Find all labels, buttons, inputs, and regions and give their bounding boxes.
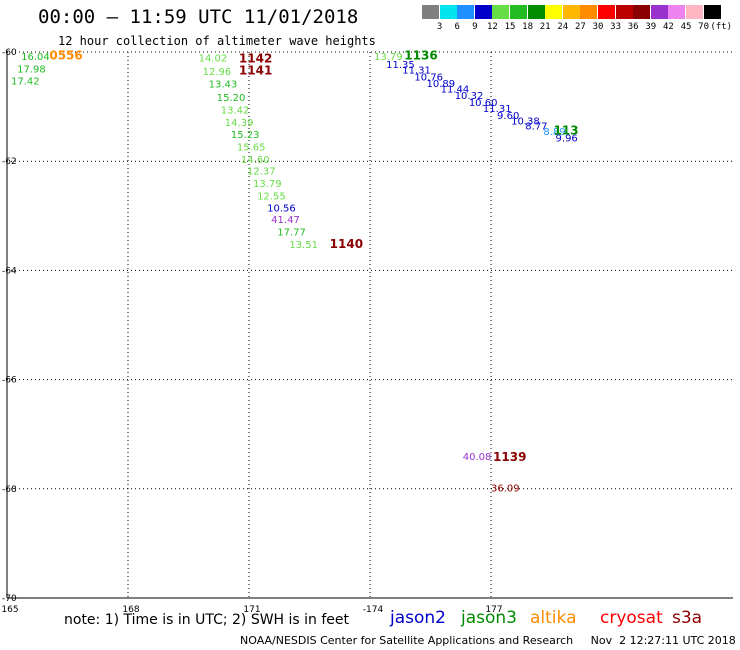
legend-label: 3	[436, 22, 443, 32]
legend-label: 45	[680, 22, 692, 32]
legend-label: 15	[504, 22, 516, 32]
legend-label: 24	[557, 22, 569, 32]
wave-height-reading: 17.77	[277, 228, 306, 239]
lon-tick-label: -174	[363, 605, 384, 615]
wave-height-reading: 9.96	[556, 134, 578, 145]
wave-height-reading: 17.98	[17, 64, 46, 75]
footer-note: note: 1) Time is in UTC; 2) SWH is in fe…	[64, 612, 350, 628]
wave-height-reading: 15.20	[217, 93, 246, 104]
legend-swatch	[510, 5, 527, 19]
wave-height-reading: 13.42	[221, 105, 250, 116]
pass-time-label: 1139	[493, 450, 526, 464]
wave-height-reading: 40.08	[463, 452, 492, 463]
wave-height-reading: 13.79	[253, 179, 282, 190]
lat-tick-label: -64	[2, 266, 17, 276]
credit-line: NOAA/NESDIS Center for Satellite Applica…	[240, 634, 736, 647]
legend-label: 27	[574, 22, 586, 32]
mission-name-jason3: jason3	[461, 608, 517, 628]
lon-tick-label: 168	[122, 605, 139, 615]
legend-swatch	[422, 5, 439, 19]
legend-swatch	[615, 5, 633, 19]
legend-swatch	[668, 5, 686, 19]
mission-name-jason2: jason2	[390, 608, 446, 628]
wave-height-reading: 9.60	[497, 111, 519, 122]
legend-label: 36	[627, 22, 639, 32]
wave-height-reading: 17.42	[11, 76, 40, 87]
wave-height-reading: 12.37	[247, 166, 276, 177]
wave-height-reading: 13.43	[209, 80, 238, 91]
legend-swatch	[703, 5, 721, 19]
pass-time-label: 1141	[239, 63, 272, 77]
wave-height-reading: 13.79	[374, 52, 403, 63]
wave-height-reading: 11.31	[483, 104, 512, 115]
legend-label: 70	[698, 22, 710, 32]
page-title: 00:00 – 11:59 UTC 11/01/2018	[38, 6, 359, 28]
lon-tick-label: 171	[243, 605, 260, 615]
legend-label: 18	[522, 22, 534, 32]
wave-height-reading: 11.35	[386, 60, 415, 71]
legend-swatch	[457, 5, 475, 19]
wave-height-reading: 41.47	[271, 215, 300, 226]
mission-name-s3a: s3a	[672, 608, 703, 628]
mission-name-cryosat: cryosat	[600, 608, 663, 628]
lon-tick-label: 165	[1, 605, 18, 615]
lat-tick-label: -60	[2, 48, 17, 58]
wave-height-reading: 14.02	[199, 53, 228, 64]
legend-unit: (ft)	[710, 22, 733, 32]
page-subtitle: 12 hour collection of altimeter wave hei…	[58, 34, 376, 48]
legend-label: 9	[472, 22, 478, 32]
wave-height-reading: 10.32	[455, 91, 484, 102]
wave-height-reading: 10.76	[414, 73, 443, 84]
wave-height-reading: 12.96	[203, 67, 232, 78]
wave-height-reading: 10.56	[267, 204, 296, 215]
wave-height-reading: 15.23	[231, 130, 260, 141]
wave-height-reading: 36.09	[491, 484, 520, 495]
legend-label: 33	[610, 22, 622, 32]
wave-height-reading: 8.77	[525, 122, 547, 133]
legend-swatch	[580, 5, 598, 19]
lat-tick-label: -70	[2, 594, 17, 604]
legend-label: 12	[486, 22, 498, 32]
wave-height-reading: 11.44	[441, 85, 470, 96]
wave-height-reading: 10.60	[469, 98, 498, 109]
wave-height-reading: 14.39	[225, 118, 254, 129]
wave-height-reading: 14.60	[241, 155, 270, 166]
wave-height-reading: 15.65	[237, 142, 266, 153]
wave-height-reading: 10.89	[426, 79, 455, 90]
lat-tick-label: -62	[2, 157, 17, 167]
wave-height-reading: 16.04	[21, 52, 50, 63]
pass-time-label: 113	[554, 124, 579, 138]
lat-tick-label: -68	[2, 485, 17, 495]
legend-swatch	[562, 5, 580, 19]
legend-label: 39	[645, 22, 657, 32]
pass-time-label: 1140	[330, 237, 363, 251]
legend-swatch	[633, 5, 651, 19]
legend-swatch	[598, 5, 615, 19]
lon-tick-label: 177	[485, 605, 502, 615]
legend-swatch	[439, 5, 457, 19]
wave-height-reading: 8.89	[543, 127, 565, 138]
wave-height-reading: 13.51	[289, 240, 318, 251]
wave-height-reading: 10.38	[511, 116, 540, 127]
wave-height-reading: 11.31	[402, 65, 431, 76]
legend-swatch	[527, 5, 545, 19]
legend-swatch	[686, 5, 703, 19]
legend-swatch	[492, 5, 510, 19]
legend-label: 42	[662, 22, 674, 32]
pass-time-label: 0556	[49, 49, 82, 63]
pass-time-label: 1142	[239, 51, 272, 65]
legend-label: 6	[454, 22, 460, 32]
legend-swatch	[650, 5, 668, 19]
pass-time-label: 1136	[404, 49, 437, 63]
legend-swatch	[474, 5, 492, 19]
legend-label: 30	[592, 22, 604, 32]
mission-name-altika: altika	[530, 608, 577, 628]
lat-tick-label: -66	[2, 376, 17, 386]
legend-swatch	[545, 5, 563, 19]
wave-height-reading: 12.55	[257, 192, 286, 203]
legend-label: 21	[539, 22, 551, 32]
